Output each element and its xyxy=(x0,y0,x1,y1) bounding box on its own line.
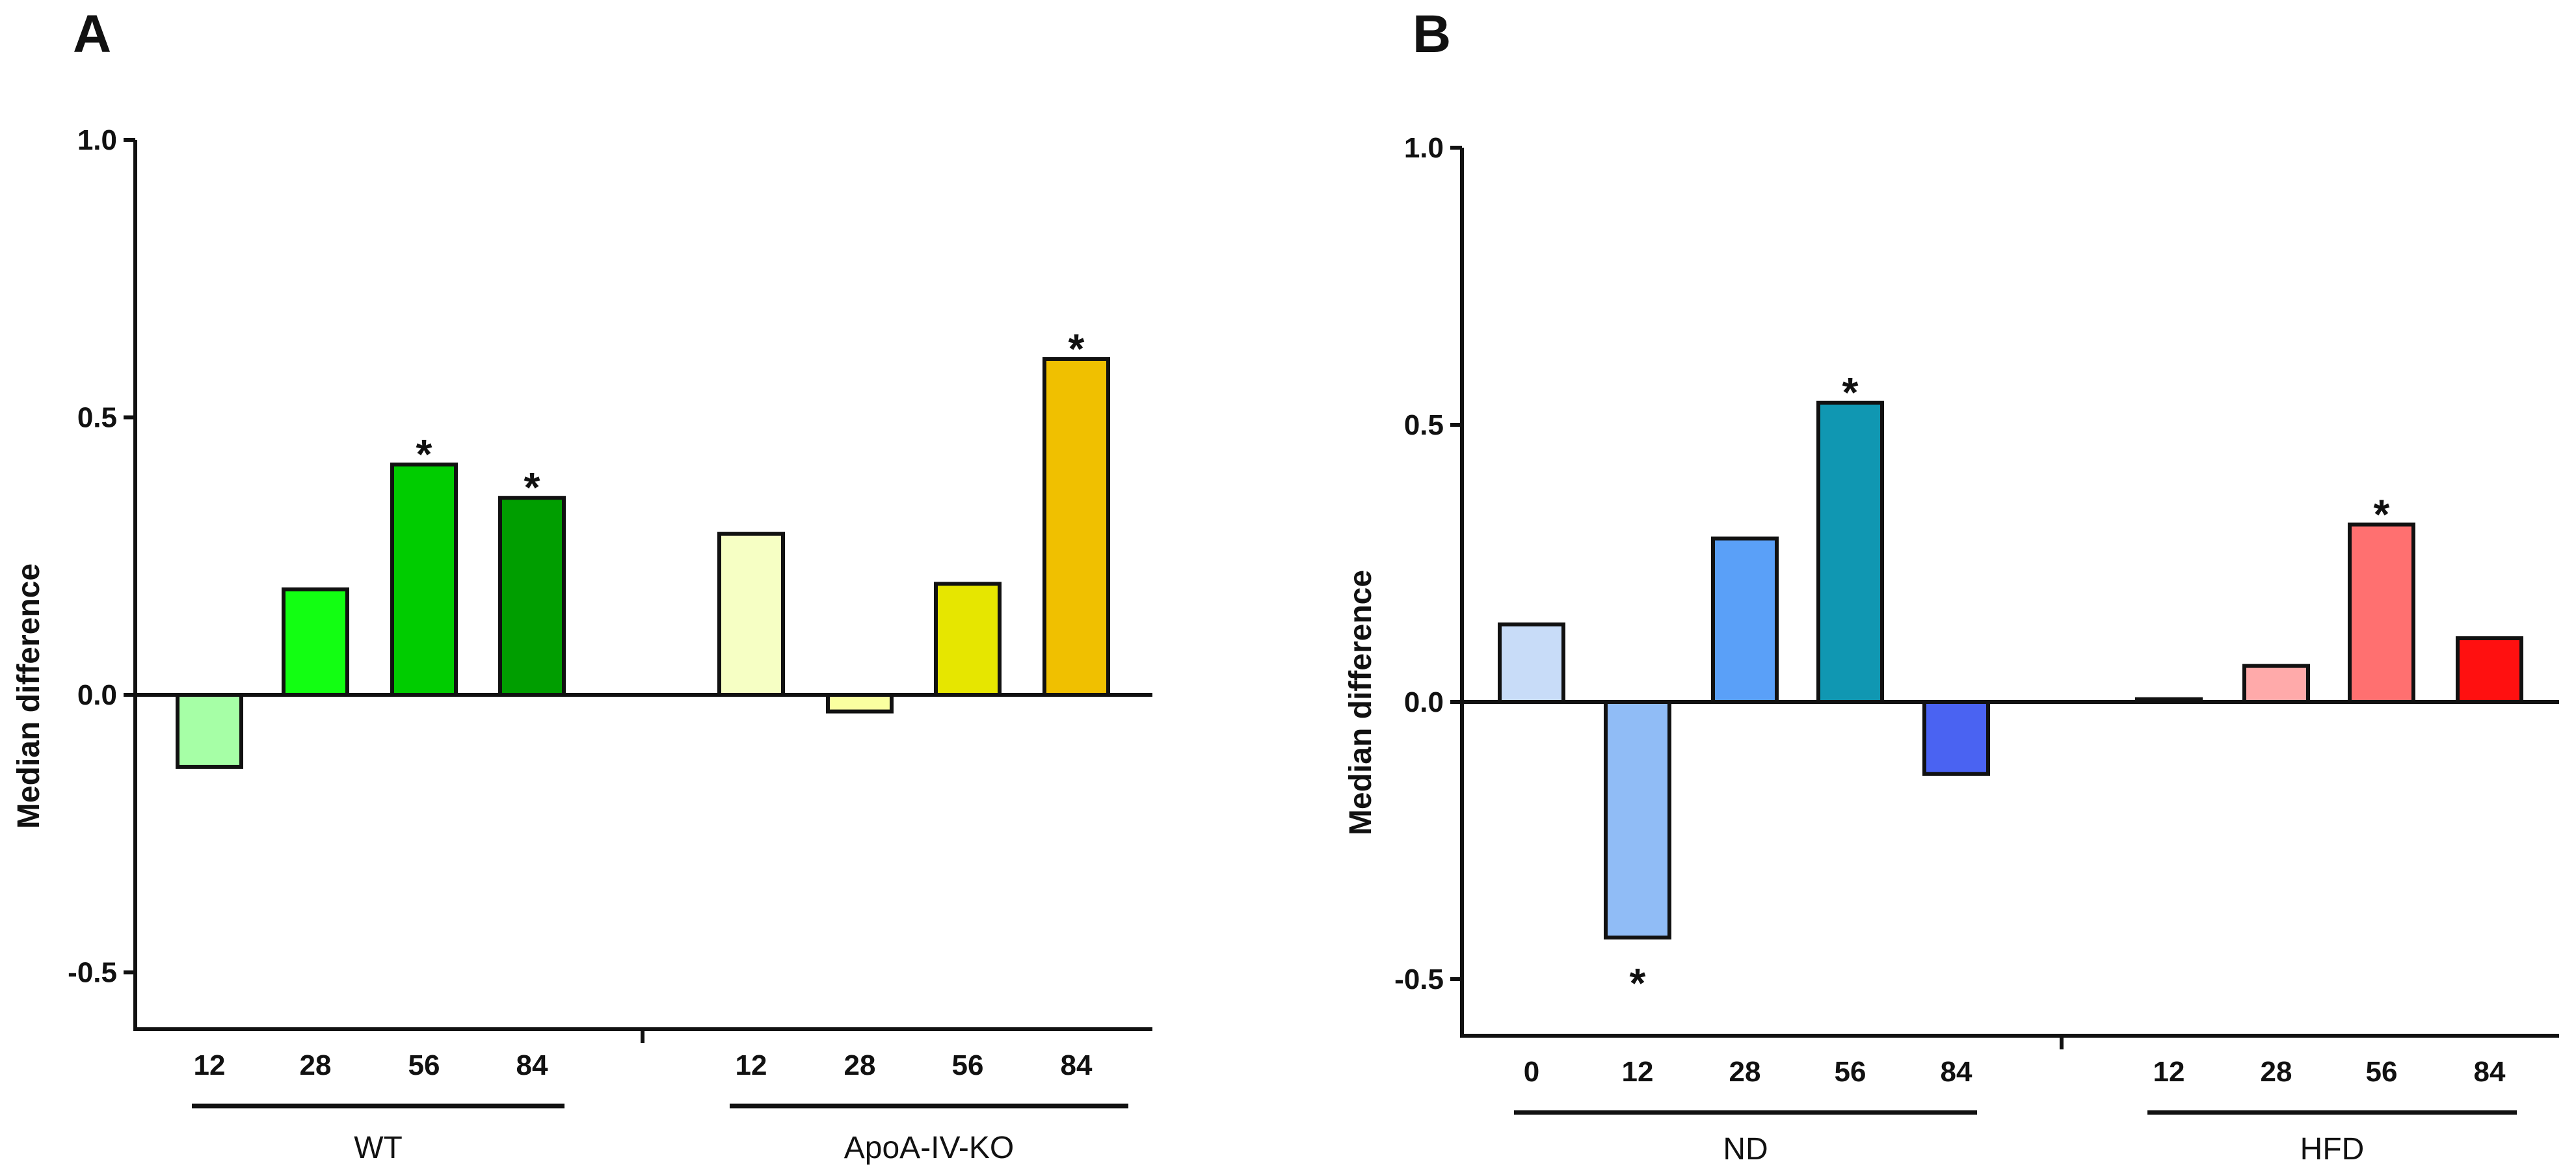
group-label: ND xyxy=(1723,1132,1768,1166)
y-tick-label: -0.5 xyxy=(68,957,117,989)
x-tick-label: 28 xyxy=(844,1049,876,1081)
y-tick-label: 1.0 xyxy=(1404,132,1444,164)
bar xyxy=(1922,700,1990,776)
panel-a-letter: A xyxy=(73,5,111,64)
x-tick-label: 12 xyxy=(1622,1056,1654,1088)
bar xyxy=(2456,636,2523,705)
significance-star: * xyxy=(524,464,540,511)
panel-a: A Median difference 1.0 0.5 0.0 -0.5 12 … xyxy=(12,5,1152,1165)
panel-b-y-ticks: 1.0 0.5 0.0 -0.5 xyxy=(1394,132,1462,995)
bar xyxy=(498,496,566,697)
bar xyxy=(2242,664,2310,704)
panel-b: B Median difference 1.0 0.5 0.0 -0.5 0 1… xyxy=(1344,5,2559,1166)
x-tick-label: 0 xyxy=(1524,1056,1539,1088)
bar xyxy=(390,463,458,697)
panel-b-y-axis-label: Median difference xyxy=(1344,570,1378,835)
panel-a-y-ticks: 1.0 0.5 0.0 -0.5 xyxy=(68,124,135,989)
panel-a-y-axis-label: Median difference xyxy=(12,563,46,829)
bar xyxy=(282,587,349,697)
significance-star: * xyxy=(1069,325,1085,372)
x-tick-label: 56 xyxy=(408,1049,440,1081)
x-tick-label: 84 xyxy=(1061,1049,1093,1081)
x-tick-label: 84 xyxy=(2474,1056,2506,1088)
bar xyxy=(934,582,1002,697)
bar xyxy=(1498,622,1565,704)
x-tick-label: 84 xyxy=(516,1049,548,1081)
bar xyxy=(1816,400,1884,704)
y-tick-label: -0.5 xyxy=(1394,964,1444,995)
bar xyxy=(2348,522,2415,704)
bar xyxy=(717,532,785,697)
group-label: HFD xyxy=(2300,1132,2365,1166)
bar xyxy=(1604,700,1671,940)
significance-star: * xyxy=(1630,960,1646,1006)
x-tick-label: 56 xyxy=(1835,1056,1866,1088)
significance-star: * xyxy=(2374,491,2390,537)
bar xyxy=(176,693,243,769)
x-tick-label: 12 xyxy=(194,1049,226,1081)
significance-star: * xyxy=(1842,369,1859,416)
x-tick-label: 56 xyxy=(2366,1056,2398,1088)
group-label: WT xyxy=(354,1131,403,1165)
bar xyxy=(1711,536,1779,704)
x-tick-label: 28 xyxy=(2261,1056,2292,1088)
y-tick-label: 0.5 xyxy=(77,402,117,434)
significance-star: * xyxy=(416,431,432,478)
panel-b-letter: B xyxy=(1413,5,1451,64)
x-tick-label: 56 xyxy=(952,1049,984,1081)
group-label: ApoA-IV-KO xyxy=(844,1131,1014,1165)
y-tick-label: 0.0 xyxy=(1404,686,1444,718)
x-tick-label: 28 xyxy=(300,1049,332,1081)
x-tick-label: 12 xyxy=(736,1049,767,1081)
x-tick-label: 12 xyxy=(2153,1056,2185,1088)
bar xyxy=(826,693,894,714)
x-tick-label: 28 xyxy=(1729,1056,1761,1088)
bar xyxy=(1042,357,1110,697)
panel-a-group-apoa-iv-ko: 12 28 56 84 * ApoA-IV-KO xyxy=(717,325,1128,1165)
y-tick-label: 1.0 xyxy=(77,124,117,156)
panel-b-group-hfd: 12 28 56 84 * HFD xyxy=(2135,491,2523,1166)
panel-a-group-wt: 12 28 56 84 * * WT xyxy=(176,431,566,1165)
y-tick-label: 0.5 xyxy=(1404,409,1444,441)
bar xyxy=(2135,697,2203,704)
panel-b-group-nd: 0 12 28 56 84 * * ND xyxy=(1498,369,1990,1166)
y-tick-label: 0.0 xyxy=(77,679,117,711)
x-tick-label: 84 xyxy=(1941,1056,1972,1088)
